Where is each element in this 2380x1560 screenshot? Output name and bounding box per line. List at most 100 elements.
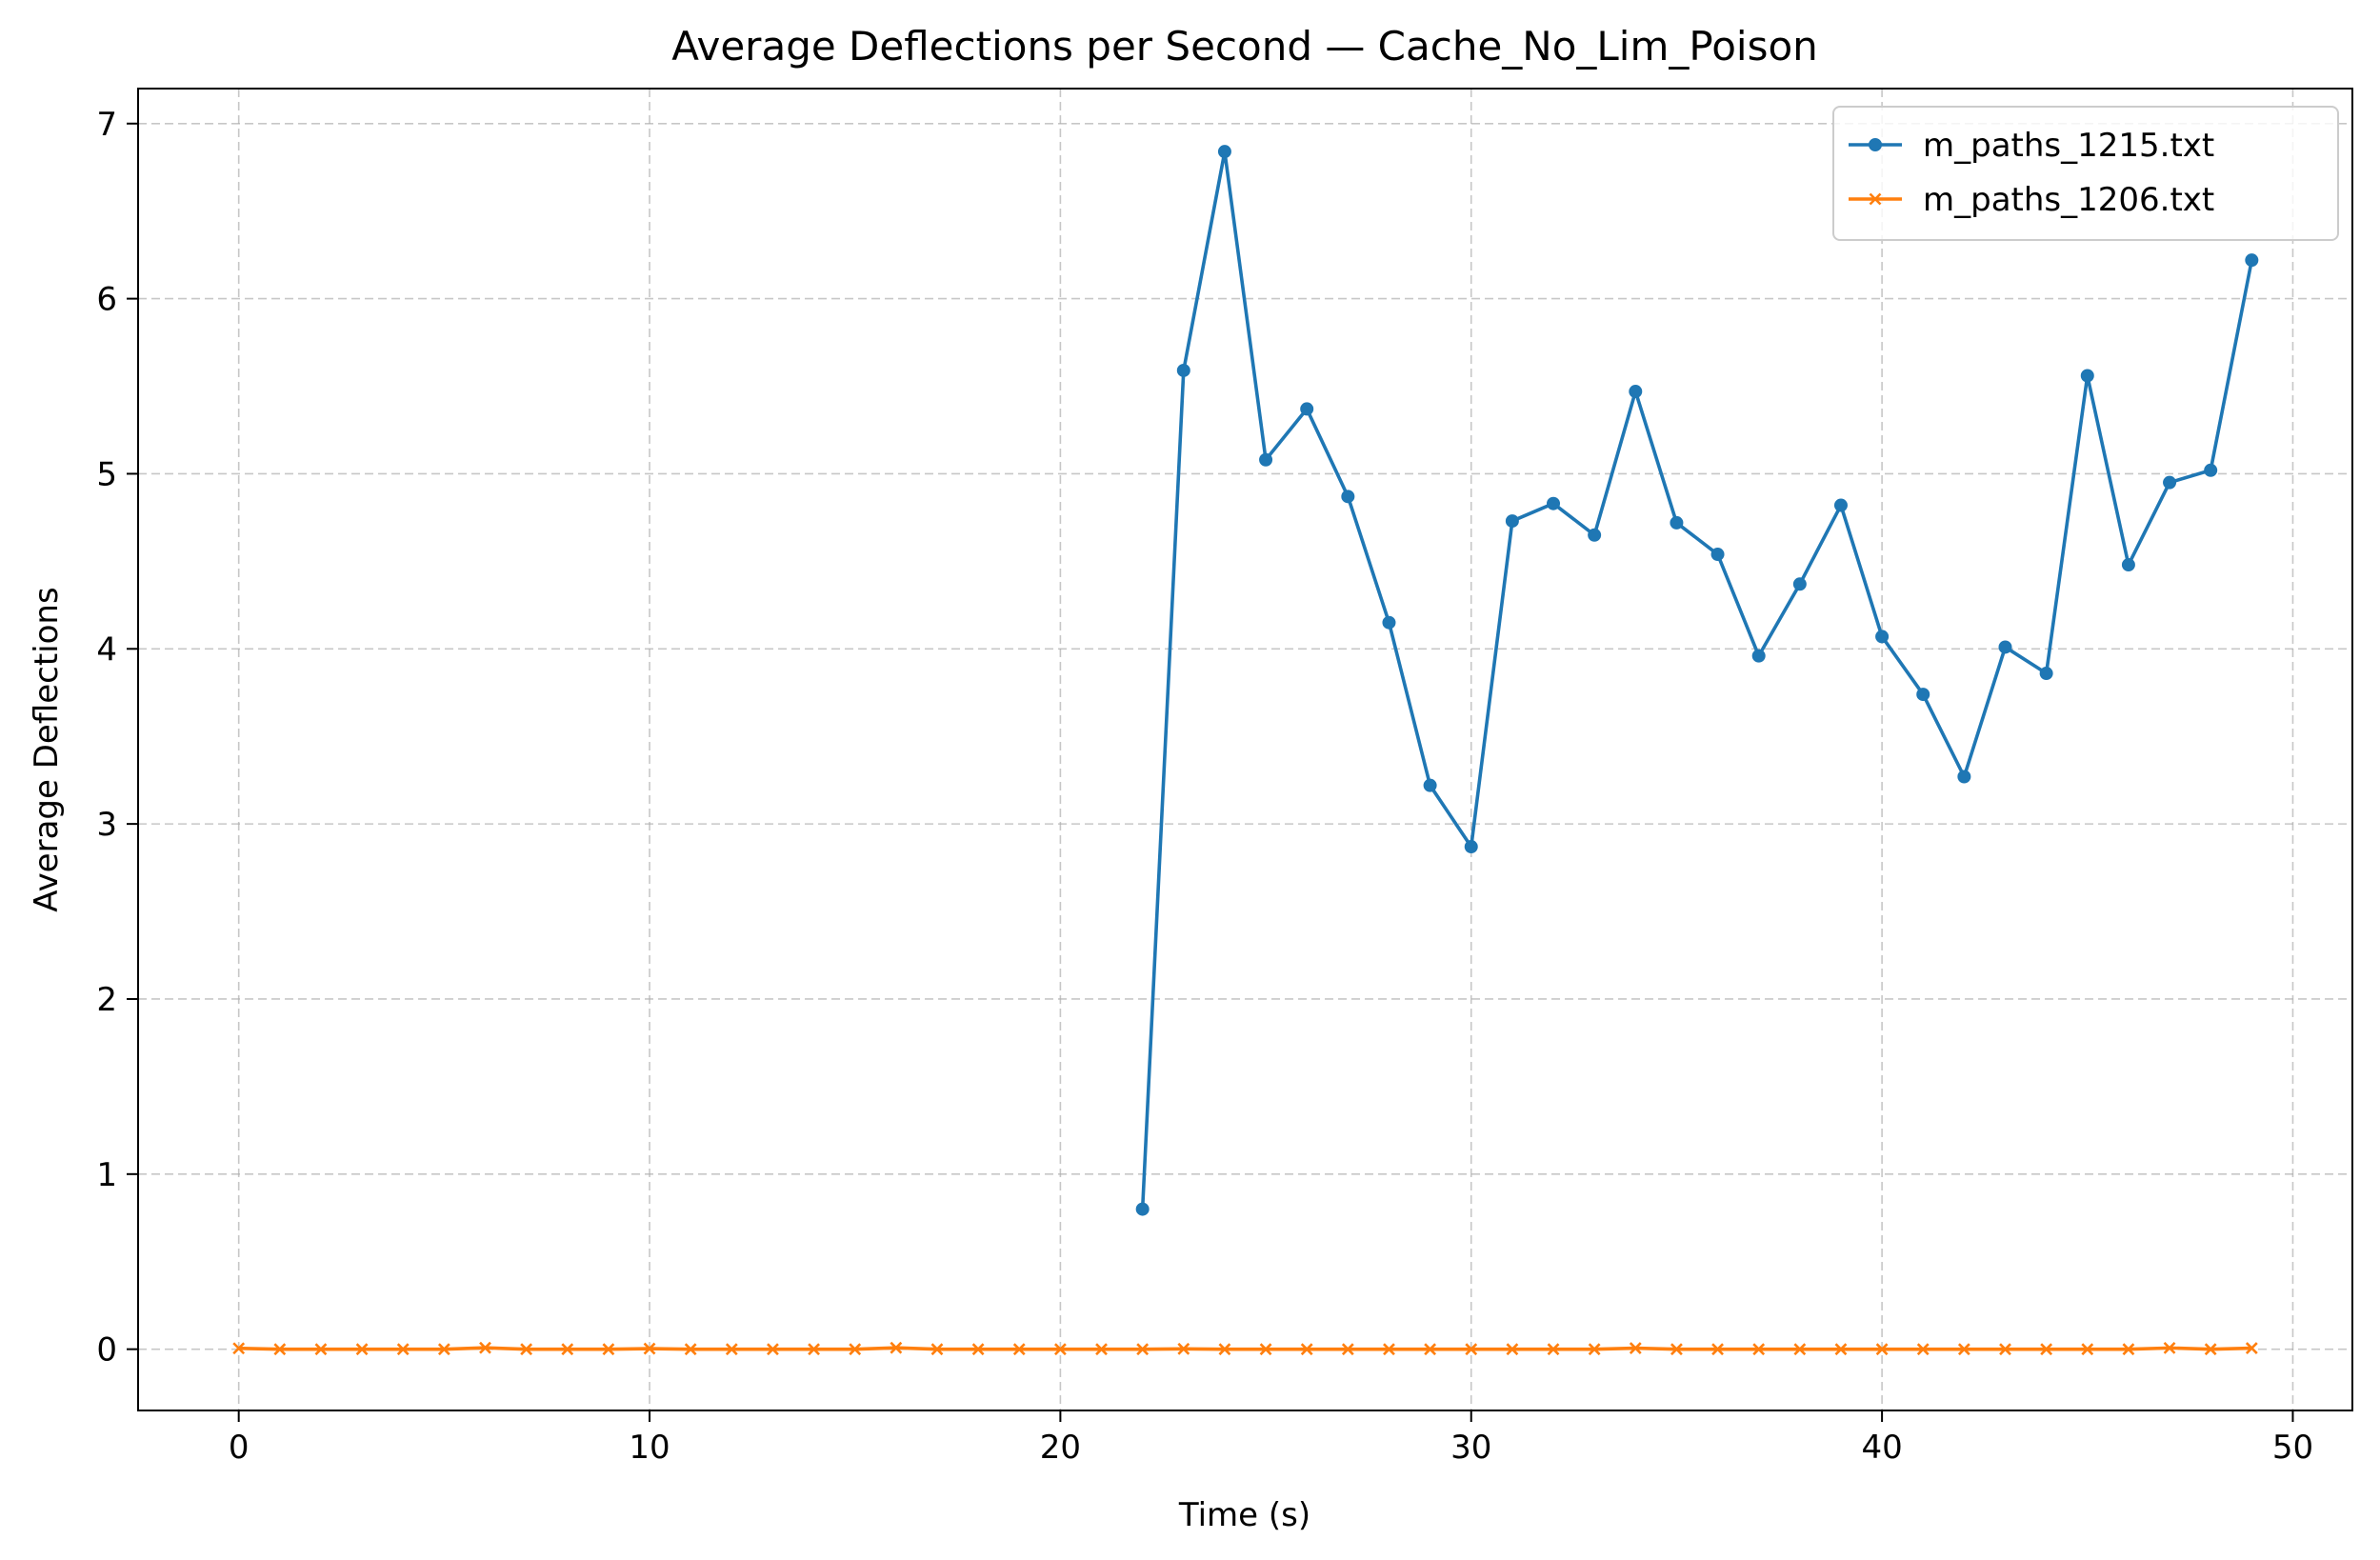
x-tick-label: 50 — [2272, 1429, 2313, 1467]
data-point — [1793, 1343, 1807, 1356]
data-point — [643, 1342, 656, 1355]
data-point — [520, 1343, 533, 1356]
data-point — [725, 1343, 738, 1356]
data-point — [1629, 1342, 1642, 1354]
data-point — [1259, 452, 1273, 467]
data-point — [767, 1343, 779, 1356]
legend-label: m_paths_1206.txt — [1923, 181, 2214, 219]
data-point — [1505, 514, 1519, 529]
data-point — [1012, 1343, 1026, 1356]
data-point — [1670, 1343, 1683, 1356]
data-point — [1300, 402, 1314, 416]
data-point — [1176, 363, 1190, 377]
data-point — [2204, 463, 2218, 477]
y-axis-label: Average Deflections — [28, 587, 66, 911]
data-point — [1792, 577, 1807, 591]
data-point — [1217, 145, 1231, 159]
data-point — [1670, 515, 1684, 530]
chart-title: Average Deflections per Second — Cache_N… — [671, 23, 1818, 70]
y-tick-label: 4 — [96, 630, 117, 669]
data-point — [1135, 1202, 1150, 1216]
data-point — [1916, 1343, 1930, 1356]
data-point — [2121, 558, 2135, 572]
x-tick-label: 20 — [1040, 1429, 1081, 1467]
data-point — [1053, 1343, 1067, 1356]
data-point — [314, 1343, 328, 1356]
data-point — [437, 1343, 450, 1356]
y-tick-label: 3 — [96, 806, 117, 844]
data-point — [1423, 778, 1437, 792]
data-point — [1547, 496, 1561, 510]
data-point — [1998, 640, 2012, 654]
data-point — [890, 1341, 903, 1354]
legend: m_paths_1215.txt m_paths_1206.txt — [1832, 106, 2339, 241]
data-point — [849, 1343, 862, 1356]
x-tick-label: 40 — [1861, 1429, 1902, 1467]
data-point — [1957, 1343, 1970, 1356]
data-point — [1506, 1343, 1519, 1356]
data-point — [1341, 490, 1355, 504]
y-tick-label: 6 — [96, 281, 117, 319]
ticks: 0 10 20 30 40 50 0 1 2 3 4 5 6 7 — [96, 106, 2313, 1467]
data-point — [2080, 369, 2094, 383]
data-point — [1465, 1343, 1478, 1356]
data-point — [2245, 1342, 2258, 1354]
data-point — [2204, 1343, 2217, 1356]
data-point — [1300, 1343, 1313, 1356]
data-point — [1916, 688, 1930, 702]
data-point — [1424, 1343, 1437, 1356]
data-point — [1710, 548, 1725, 562]
data-point — [1711, 1343, 1724, 1356]
data-point — [1875, 630, 1890, 644]
plot-frame — [137, 88, 2353, 1411]
x-tick-label: 10 — [629, 1429, 670, 1467]
data-point — [1629, 385, 1643, 399]
data-point — [1383, 1343, 1395, 1356]
data-point — [2163, 475, 2177, 490]
data-point — [2039, 667, 2053, 681]
data-point — [602, 1343, 615, 1356]
data-point — [684, 1343, 697, 1356]
legend-marker — [1869, 192, 1882, 206]
data-point — [1547, 1343, 1560, 1356]
data-point — [1875, 1343, 1889, 1356]
data-point — [1259, 1343, 1272, 1356]
data-point — [1177, 1342, 1190, 1355]
series-2 — [232, 1341, 2258, 1356]
data-point — [1136, 1343, 1150, 1356]
data-point — [1095, 1343, 1108, 1356]
data-point — [2122, 1343, 2135, 1356]
data-point — [1341, 1343, 1354, 1356]
y-tick-label: 2 — [96, 981, 117, 1019]
data-point — [479, 1341, 491, 1354]
legend-frame — [1832, 106, 2339, 241]
y-tick-label: 0 — [96, 1331, 117, 1370]
data-point — [1833, 498, 1848, 512]
data-point — [1957, 770, 1971, 784]
data-point — [2163, 1341, 2176, 1354]
data-point — [355, 1343, 369, 1356]
y-tick-label: 7 — [96, 106, 117, 144]
data-point — [1218, 1343, 1231, 1356]
data-point — [232, 1342, 246, 1355]
data-point — [396, 1343, 410, 1356]
data-point — [1588, 528, 1602, 542]
data-point — [971, 1343, 985, 1356]
data-point — [2245, 253, 2259, 268]
data-point — [1999, 1343, 2011, 1356]
data-point — [2040, 1343, 2053, 1356]
data-point — [1752, 1343, 1766, 1356]
y-tick-label: 1 — [96, 1156, 117, 1194]
data-point — [1751, 649, 1766, 663]
series-line — [238, 1346, 2252, 1351]
series-layer — [232, 145, 2259, 1356]
data-point — [1464, 840, 1478, 854]
data-point — [1834, 1343, 1848, 1356]
y-tick-label: 5 — [96, 455, 117, 493]
legend-marker — [1869, 138, 1882, 151]
x-axis-label: Time (s) — [1178, 1496, 1310, 1534]
x-tick-label: 30 — [1450, 1429, 1491, 1467]
data-point — [808, 1343, 820, 1356]
